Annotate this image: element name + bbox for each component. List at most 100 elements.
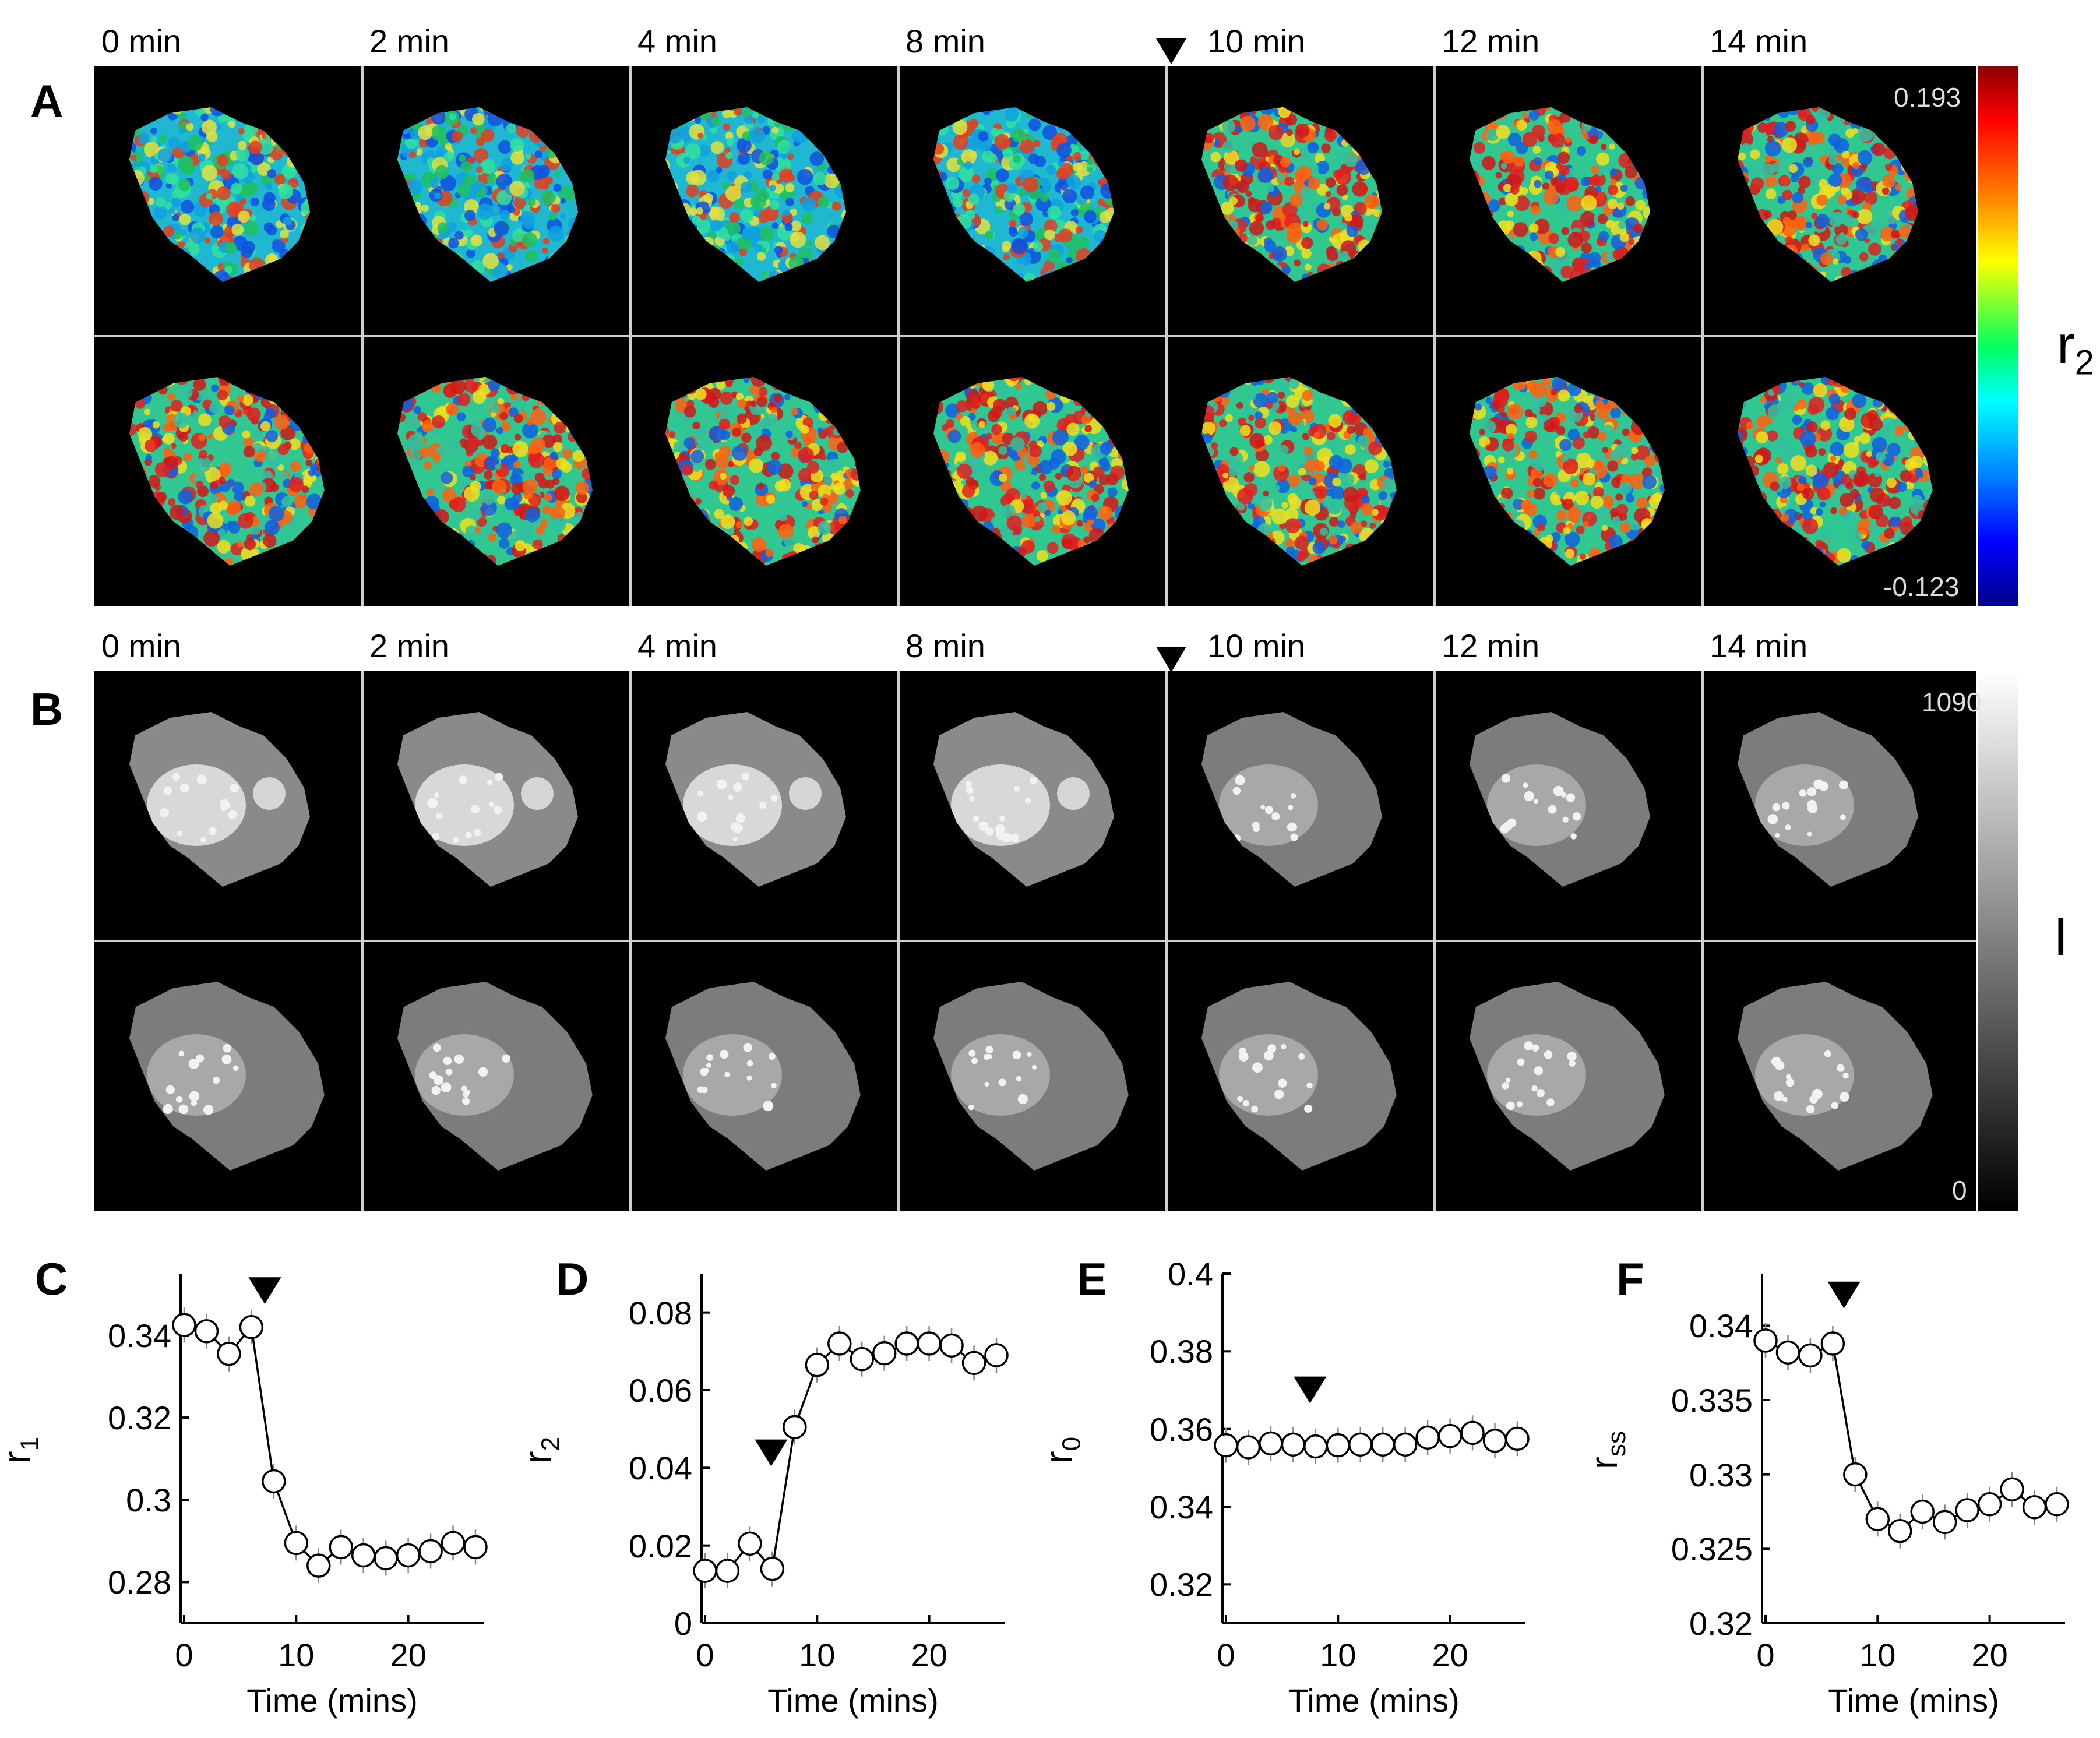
y-axis-label: rss — [1581, 1431, 1632, 1469]
micrograph-frame — [1435, 671, 1703, 941]
data-point — [1214, 1433, 1238, 1458]
r2-colorbar-max: 0.193 — [1894, 82, 1961, 112]
data-point — [1798, 1343, 1823, 1368]
micrograph-frame — [94, 671, 362, 941]
row-divider — [94, 335, 1976, 337]
time-label: 4 min — [637, 627, 717, 664]
data-point — [441, 1531, 466, 1556]
x-axis-label: Time (mins) — [1288, 1682, 1460, 1719]
data-point — [783, 1415, 807, 1440]
cell-image — [129, 107, 310, 282]
chart-f — [1753, 1274, 2069, 1624]
y-tick-label: 0.4 — [1168, 1256, 1213, 1292]
micrograph-frame — [94, 941, 362, 1211]
micrograph-frame — [1435, 336, 1703, 606]
micrograph-frame — [630, 941, 899, 1211]
data-point — [805, 1352, 830, 1377]
treatment-arrow — [248, 1277, 281, 1305]
panel-a-image-grid — [94, 66, 1976, 606]
cell-image — [129, 377, 325, 566]
data-point — [894, 1331, 919, 1356]
r2-colorbar-min: -0.123 — [1883, 572, 1960, 602]
data-point — [1281, 1432, 1306, 1457]
r2-colorbar-label: r2 — [2057, 315, 2095, 382]
time-label: 10 min — [1207, 627, 1306, 664]
time-label: 12 min — [1442, 627, 1540, 664]
data-point — [1303, 1434, 1328, 1459]
data-point — [1348, 1432, 1373, 1457]
cell-image — [397, 982, 593, 1171]
y-tick-label: 0 — [674, 1605, 692, 1642]
treatment-arrow — [1294, 1376, 1327, 1404]
chart-e — [1214, 1272, 1530, 1624]
panel-letter-d: D — [556, 1253, 589, 1305]
cell-image — [397, 107, 578, 282]
y-tick-label: 0.28 — [108, 1564, 171, 1601]
cell-image — [1738, 107, 1918, 282]
data-point — [738, 1531, 762, 1556]
cell-image — [1201, 982, 1397, 1171]
data-point — [760, 1556, 785, 1581]
data-point — [1460, 1420, 1485, 1446]
treatment-arrow-a — [1156, 38, 1186, 64]
y-axis-label: r2 — [515, 1437, 565, 1464]
micrograph-frame — [1435, 941, 1703, 1211]
time-label: 14 min — [1710, 23, 1808, 59]
micrograph-frame — [1167, 336, 1435, 606]
micrograph-frame — [1435, 66, 1703, 336]
panel-letter-a: A — [30, 75, 64, 126]
data-point — [1259, 1431, 1283, 1456]
data-point — [1505, 1426, 1530, 1451]
data-point — [1910, 1499, 1935, 1524]
micrograph-frame — [630, 671, 899, 941]
micrograph-frame — [1703, 941, 1971, 1211]
row-divider — [94, 940, 1976, 942]
treatment-arrow — [1827, 1281, 1861, 1309]
data-point — [850, 1346, 874, 1372]
x-tick-label: 10 — [1320, 1637, 1356, 1673]
data-point — [1820, 1331, 1845, 1356]
y-axis-label-main: r — [516, 1451, 559, 1464]
cell-image — [1470, 982, 1665, 1171]
micrograph-frame — [1167, 671, 1435, 941]
y-tick-label: 0.335 — [1671, 1382, 1753, 1419]
data-point — [239, 1315, 264, 1339]
micrograph-frame — [630, 66, 899, 336]
x-axis-label: Time (mins) — [767, 1682, 939, 1719]
panel-letter-f: F — [1616, 1253, 1644, 1305]
data-point — [1370, 1432, 1395, 1457]
y-axis-label: r1 — [0, 1437, 44, 1464]
panel-letter-b: B — [30, 683, 64, 735]
y-axis-label-sub: 2 — [536, 1436, 565, 1451]
intensity-colorbar-min: 0 — [1952, 1175, 1967, 1205]
micrograph-frame — [362, 336, 630, 606]
micrograph-frame — [94, 66, 362, 336]
micrograph-frame — [1167, 941, 1435, 1211]
cell-image — [1738, 377, 1933, 566]
data-point — [172, 1313, 196, 1337]
x-tick-label: 10 — [1859, 1637, 1896, 1673]
data-point — [1977, 1492, 2002, 1517]
micrograph-frame — [362, 671, 630, 941]
data-point — [961, 1351, 986, 1376]
y-tick-label: 0.32 — [1150, 1566, 1213, 1603]
y-axis-label-sub: ss — [1602, 1431, 1632, 1457]
micrograph-frame — [899, 941, 1167, 1211]
data-point — [284, 1531, 309, 1556]
y-axis-label-sub: 1 — [15, 1436, 44, 1451]
x-tick-label: 10 — [799, 1637, 836, 1673]
micrograph-frame — [1703, 336, 1971, 606]
y-tick-label: 0.06 — [629, 1372, 692, 1409]
micrograph-frame — [1703, 66, 1971, 336]
data-point — [329, 1535, 353, 1560]
data-point — [917, 1331, 942, 1356]
cell-image — [933, 712, 1114, 887]
panel-letter-c: C — [35, 1253, 68, 1305]
cell-image — [665, 982, 861, 1171]
data-point — [984, 1343, 1009, 1367]
data-point — [463, 1535, 488, 1560]
data-point — [2000, 1477, 2024, 1501]
micrograph-frame — [899, 671, 1167, 941]
cell-image — [1470, 712, 1650, 887]
data-point — [1236, 1435, 1261, 1460]
